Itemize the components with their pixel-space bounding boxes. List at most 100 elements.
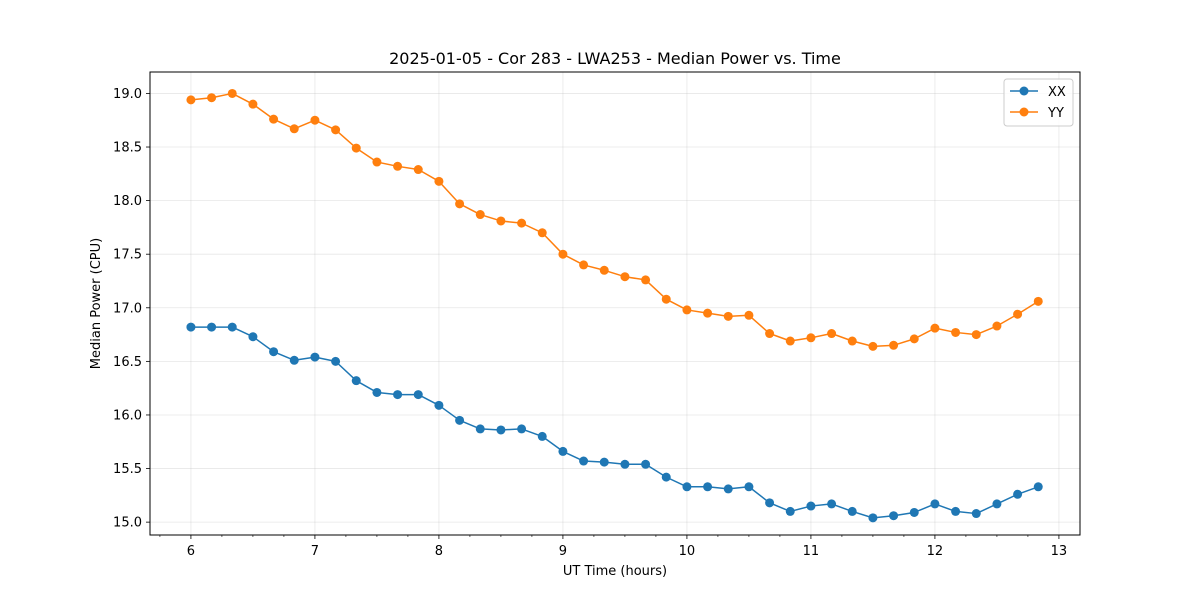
data-point-xx [744, 482, 754, 492]
data-point-xx [496, 425, 506, 435]
data-point-xx [620, 459, 630, 469]
x-axis-title: UT Time (hours) [563, 564, 667, 579]
data-point-xx [909, 507, 919, 517]
y-tick-label: 16.5 [113, 355, 142, 370]
y-tick-label: 16.0 [113, 408, 142, 423]
data-point-yy [393, 161, 403, 171]
data-point-yy [703, 308, 713, 318]
data-point-xx [372, 387, 382, 397]
data-point-xx [413, 390, 423, 400]
data-point-yy [723, 311, 733, 321]
data-point-yy [847, 336, 857, 346]
y-axis-title: Median Power (CPU) [89, 238, 104, 369]
data-point-yy [186, 95, 196, 105]
data-point-yy [682, 305, 692, 315]
legend: XX YY [1003, 78, 1074, 127]
data-point-yy [558, 249, 568, 259]
x-tick-label: 11 [803, 544, 820, 559]
data-point-xx [455, 415, 465, 425]
data-point-xx [310, 352, 320, 362]
legend-marker-xx [1019, 86, 1029, 96]
data-point-xx [537, 431, 547, 441]
data-point-yy [599, 265, 609, 275]
data-point-yy [620, 272, 630, 282]
data-point-xx [847, 506, 857, 516]
axes: 6 7 8 9 10 11 12 13 15.0 15.5 16.0 16.5 17.0 17.5 18.0… [113, 87, 1067, 559]
data-point-xx [331, 356, 341, 366]
x-tick-label: 13 [1051, 544, 1068, 559]
data-point-xx [579, 456, 589, 466]
data-point-yy [579, 260, 589, 270]
data-point-yy [455, 199, 465, 209]
plot-frame [149, 71, 1081, 536]
data-point-xx [599, 457, 609, 467]
legend-label-xx: XX [1048, 85, 1066, 100]
y-tick-label: 15.5 [113, 462, 142, 477]
data-point-yy [951, 327, 961, 337]
data-point-yy [765, 329, 775, 339]
data-point-xx [227, 322, 237, 332]
data-point-yy [1033, 296, 1043, 306]
data-point-xx [207, 322, 217, 332]
data-point-yy [909, 334, 919, 344]
data-point-xx [723, 484, 733, 494]
data-point-yy [992, 321, 1002, 331]
data-point-yy [744, 310, 754, 320]
data-point-yy [207, 93, 217, 103]
x-tick-label: 8 [435, 544, 443, 559]
data-point-yy [351, 143, 361, 153]
y-tick-label: 17.5 [113, 248, 142, 263]
data-point-xx [971, 509, 981, 519]
data-point-xx [703, 482, 713, 492]
data-point-xx [1033, 482, 1043, 492]
data-point-yy [868, 341, 878, 351]
data-point-xx [517, 424, 527, 434]
x-tick-label: 12 [927, 544, 944, 559]
y-tick-label: 18.5 [113, 141, 142, 156]
data-point-xx [785, 506, 795, 516]
data-point-xx [951, 506, 961, 516]
data-point-yy [1013, 309, 1023, 319]
data-point-yy [331, 125, 341, 135]
data-point-xx [393, 390, 403, 400]
data-point-yy [248, 99, 258, 109]
data-point-yy [289, 124, 299, 134]
data-point-xx [248, 332, 258, 342]
data-point-xx [661, 472, 671, 482]
data-point-xx [765, 498, 775, 508]
data-point-xx [641, 459, 651, 469]
legend-marker-yy [1019, 107, 1029, 117]
series-layer [186, 88, 1043, 523]
data-point-yy [930, 323, 940, 333]
data-point-xx [992, 499, 1002, 509]
data-point-yy [475, 210, 485, 220]
y-tick-label: 17.0 [113, 301, 142, 316]
data-point-xx [475, 424, 485, 434]
data-point-yy [661, 294, 671, 304]
data-point-xx [868, 513, 878, 523]
x-tick-label: 9 [559, 544, 567, 559]
data-point-xx [930, 499, 940, 509]
data-point-yy [827, 329, 837, 339]
data-point-xx [806, 501, 816, 511]
data-point-yy [806, 333, 816, 343]
legend-label-yy: YY [1047, 106, 1064, 121]
data-point-yy [434, 176, 444, 186]
y-tick-label: 18.0 [113, 194, 142, 209]
data-point-xx [682, 482, 692, 492]
data-point-yy [496, 216, 506, 226]
data-point-xx [289, 355, 299, 365]
data-point-xx [558, 446, 568, 456]
data-point-yy [537, 228, 547, 238]
y-tick-label: 15.0 [113, 516, 142, 531]
x-tick-label: 10 [679, 544, 696, 559]
data-point-yy [889, 340, 899, 350]
series-yy [186, 88, 1043, 351]
chart-title: 2025-01-05 - Cor 283 - LWA253 - Median P… [389, 49, 841, 68]
data-point-xx [827, 499, 837, 509]
data-point-yy [413, 165, 423, 175]
data-point-xx [434, 400, 444, 410]
data-point-yy [269, 114, 279, 124]
